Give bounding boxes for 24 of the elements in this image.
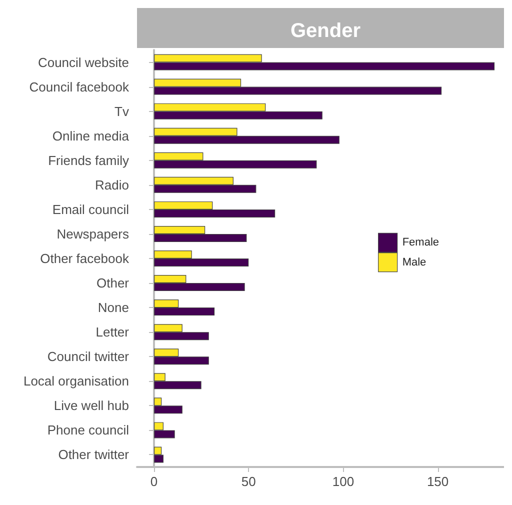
x-tick-label: 150 (426, 474, 449, 489)
y-tick-label: Tv (114, 104, 130, 119)
x-tick-label: 50 (241, 474, 256, 489)
y-tick-label: Local organisation (23, 374, 129, 389)
y-tick-label: Online media (52, 128, 130, 144)
y-tick-label: Newspapers (56, 226, 130, 242)
y-tick-label: Live well hub (54, 398, 129, 414)
x-tick-label: 0 (150, 474, 158, 489)
y-tick-label: Other (96, 276, 130, 291)
y-tick-label: Other twitter (58, 447, 130, 462)
legend-label: Female (402, 236, 440, 249)
y-tick-label: Council facebook (29, 79, 130, 94)
y-tick-label: Email council (52, 202, 130, 217)
chart-title: Gender (290, 20, 361, 42)
y-tick-label: Letter (96, 324, 130, 340)
y-tick-label: Council twitter (47, 349, 130, 364)
y-tick-label: Other facebook (40, 251, 130, 266)
legend-label: Male (402, 256, 426, 268)
y-tick-label: None (98, 300, 129, 316)
x-tick-label: 100 (332, 474, 354, 489)
y-tick-label: Phone council (47, 422, 130, 438)
y-tick-label: Radio (95, 177, 129, 192)
y-tick-label: Friends family (48, 152, 130, 168)
y-tick-label: Council website (38, 54, 129, 70)
